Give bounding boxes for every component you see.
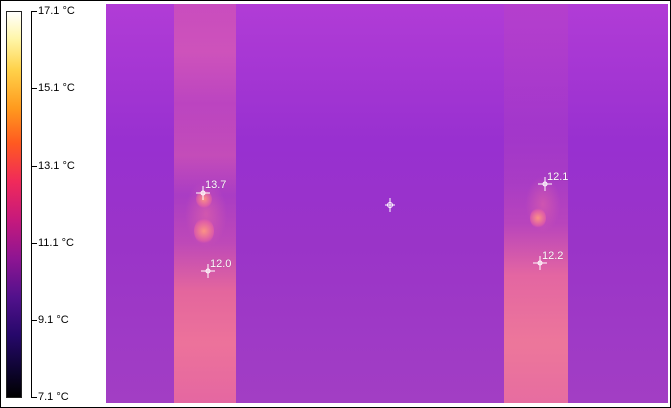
- scale-tick-label: 9.1 °C: [38, 314, 69, 326]
- crosshair-icon[interactable]: [533, 256, 547, 270]
- spot-temperature-label: 12.1: [547, 171, 569, 183]
- scale-tick: [31, 88, 37, 89]
- scale-tick-label: 15.1 °C: [38, 82, 75, 94]
- hot-spot: [194, 218, 214, 244]
- scale-tick: [31, 320, 37, 321]
- thermal-image[interactable]: 13.7 12.0 12.1 12.2: [106, 4, 668, 403]
- scale-tick: [31, 397, 37, 398]
- scale-tick-label: 13.1 °C: [38, 160, 75, 172]
- scale-tick: [31, 243, 37, 244]
- scale-tick-label: 11.1 °C: [38, 237, 74, 249]
- scale-tick: [31, 11, 37, 12]
- scale-tick-label: 7.1 °C: [38, 391, 69, 403]
- crosshair-icon[interactable]: [196, 186, 210, 200]
- spot-temperature-label: 12.0: [210, 258, 232, 270]
- crosshair-icon[interactable]: [201, 264, 215, 278]
- hot-spot: [530, 208, 546, 228]
- scale-tick-label: 17.1 °C: [38, 5, 75, 17]
- scale-axis: [31, 11, 32, 398]
- hot-spot: [196, 190, 212, 208]
- scale-tick: [31, 166, 37, 167]
- center-crosshair-icon[interactable]: [383, 198, 397, 212]
- crosshair-icon[interactable]: [538, 177, 552, 191]
- spot-temperature-label: 13.7: [205, 179, 227, 191]
- temperature-color-scale: [6, 11, 22, 398]
- spot-temperature-label: 12.2: [542, 250, 564, 262]
- warm-stripe-right: [504, 4, 568, 403]
